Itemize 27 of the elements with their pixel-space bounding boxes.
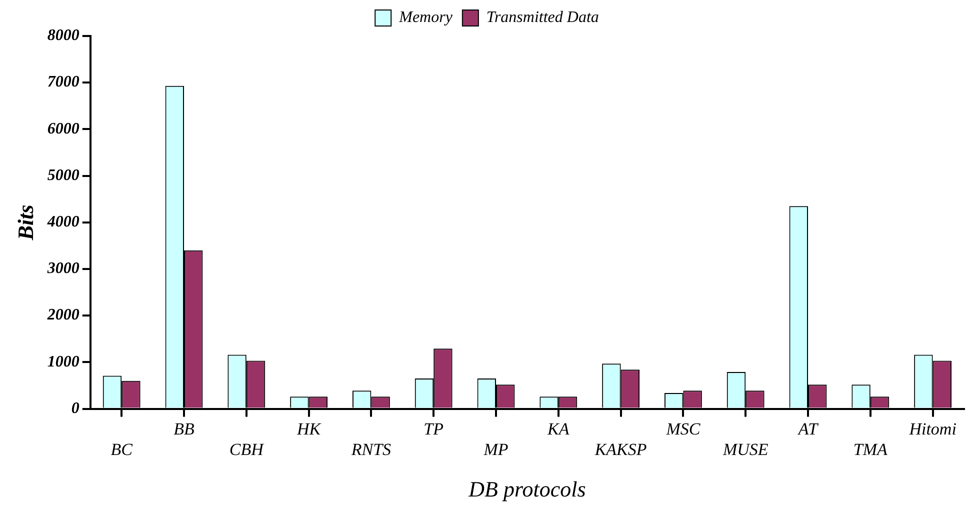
y-tick-label: 3000 (46, 260, 80, 278)
x-tick-label: BC (110, 440, 134, 459)
x-axis-title: DB protocols (468, 476, 586, 502)
x-tick-label: MUSE (722, 440, 769, 459)
x-tick-label: MP (482, 440, 508, 459)
y-tick-label: 1000 (47, 353, 80, 370)
x-tick-label: TP (424, 419, 444, 438)
y-axis-title: Bits (12, 204, 38, 242)
x-tick-label: TMA (853, 440, 888, 459)
y-tick-label: 6000 (47, 120, 80, 138)
y-tick-label: 2000 (46, 306, 80, 324)
legend-label: Memory (398, 9, 454, 26)
x-tick-label: Hitomi (908, 419, 957, 438)
legend-label: Transmitted Data (486, 9, 599, 26)
x-tick-label: RNTS (350, 440, 392, 459)
y-tick-label: 8000 (47, 27, 80, 44)
x-tick-label: HK (296, 419, 322, 438)
y-tick-label: 0 (71, 400, 80, 417)
x-tick-label: MSC (665, 419, 701, 438)
y-tick-label: 4000 (46, 214, 80, 231)
x-tick-label: BB (174, 419, 195, 438)
x-tick-label: KAKSP (594, 440, 647, 459)
x-tick-label: KA (546, 419, 570, 438)
y-tick-label: 7000 (47, 74, 80, 91)
y-tick-label: 5000 (47, 166, 80, 184)
x-tick-label: CBH (229, 440, 266, 459)
x-tick-label: AT (797, 419, 820, 438)
